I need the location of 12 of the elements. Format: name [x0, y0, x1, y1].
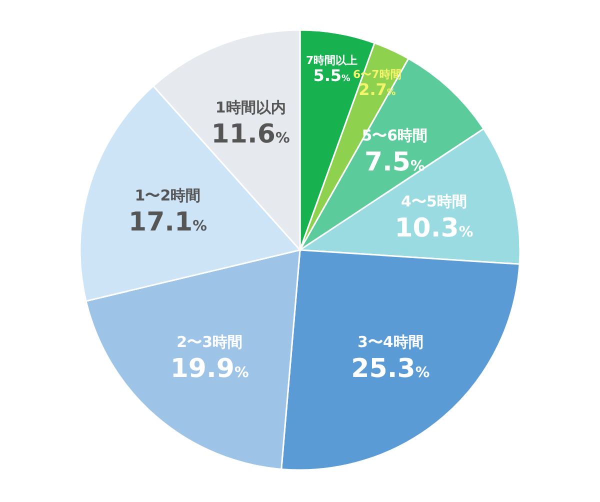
slice-label: 3〜4時間 [357, 333, 424, 352]
slice-label: 4〜5時間 [401, 192, 467, 210]
data-label: 11.6% [211, 120, 290, 150]
data-label: 10.3% [394, 213, 474, 244]
slice-label: 7時間以上 [306, 54, 358, 67]
slice-label: 1時間以内 [215, 98, 286, 117]
data-label: 25.3% [351, 354, 430, 384]
slice-label: 1〜2時間 [134, 186, 201, 205]
data-label: 5.5% [313, 66, 351, 85]
data-label: 19.9% [170, 354, 249, 384]
slice-label: 2〜3時間 [176, 333, 243, 352]
data-label: 17.1% [128, 208, 207, 238]
